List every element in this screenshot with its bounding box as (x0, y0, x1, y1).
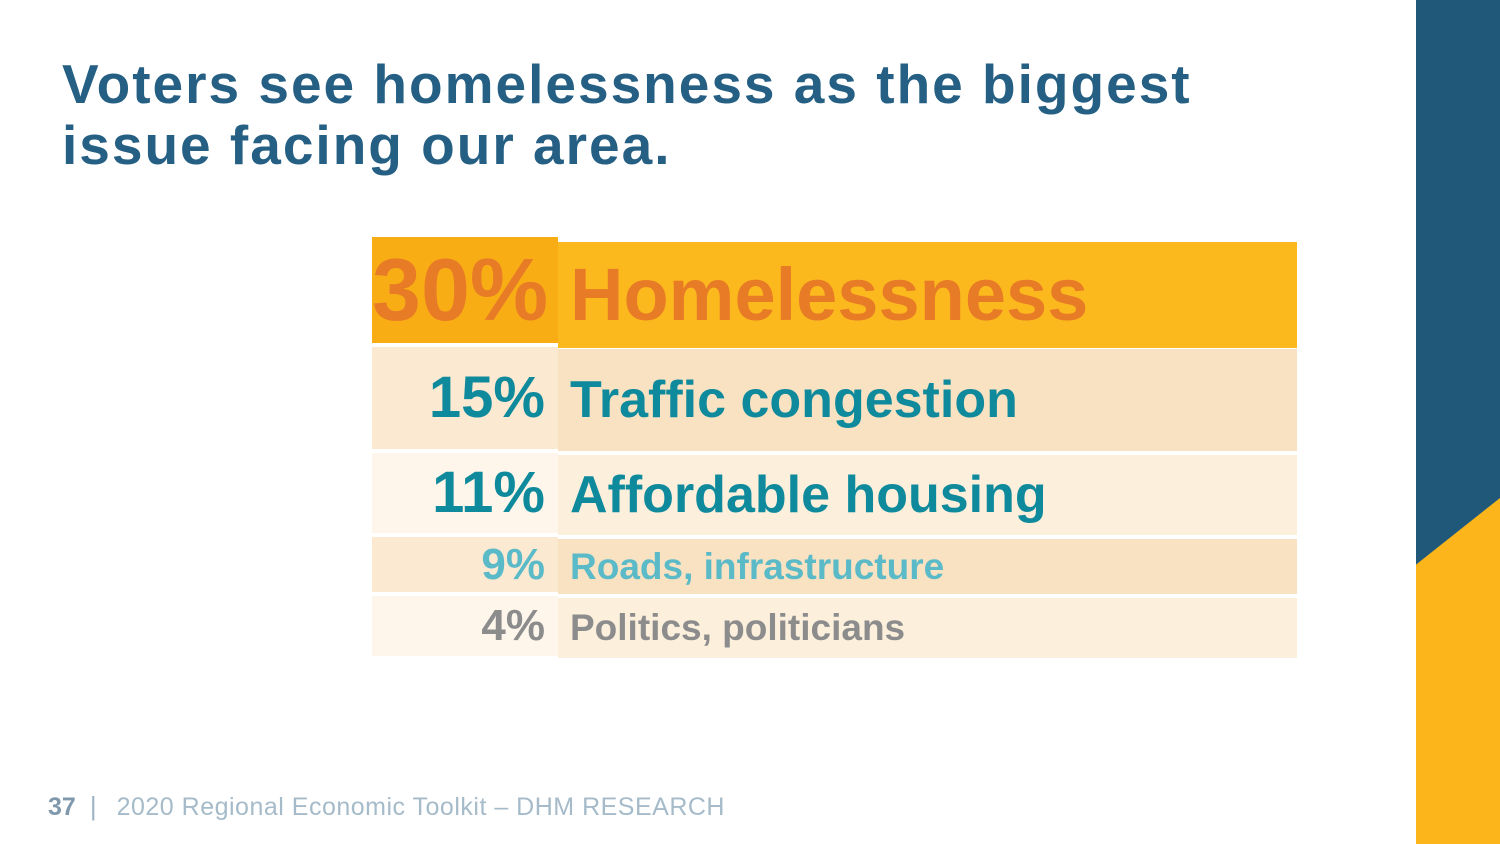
footer-separator: | (89, 791, 97, 821)
table-row-politics-politicians: 4% Politics, politicians (372, 596, 1297, 658)
decorative-side-bar (1416, 0, 1500, 844)
table-row-traffic-congestion: 15% Traffic congestion (372, 347, 1297, 451)
side-bar-gold-accent (1416, 497, 1500, 844)
percent-cell: 4% (372, 596, 558, 656)
percent-cell: 9% (372, 537, 558, 592)
title-line-1: Voters see homelessness as the biggest (62, 53, 1192, 115)
percent-cell: 11% (372, 453, 558, 533)
slide-footer: 37 | 2020 Regional Economic Toolkit – DH… (48, 791, 725, 822)
issues-ranking-table: 30% Homelessness 15% Traffic congestion … (372, 237, 1297, 658)
label-cell: Traffic congestion (558, 349, 1297, 451)
label-cell: Politics, politicians (558, 598, 1297, 658)
page-title: Voters see homelessness as the biggest i… (62, 54, 1192, 176)
table-row-affordable-housing: 11% Affordable housing (372, 453, 1297, 535)
percent-cell: 15% (372, 347, 558, 449)
title-line-2: issue facing our area. (62, 114, 672, 176)
page-number: 37 (48, 793, 76, 821)
label-cell: Affordable housing (558, 455, 1297, 535)
footer-source-text: 2020 Regional Economic Toolkit – DHM RES… (116, 793, 725, 821)
label-cell: Roads, infrastructure (558, 539, 1297, 594)
label-cell: Homelessness (558, 242, 1297, 348)
percent-cell: 30% (372, 237, 558, 343)
table-row-homelessness: 30% Homelessness (372, 237, 1297, 348)
table-row-roads-infrastructure: 9% Roads, infrastructure (372, 537, 1297, 594)
